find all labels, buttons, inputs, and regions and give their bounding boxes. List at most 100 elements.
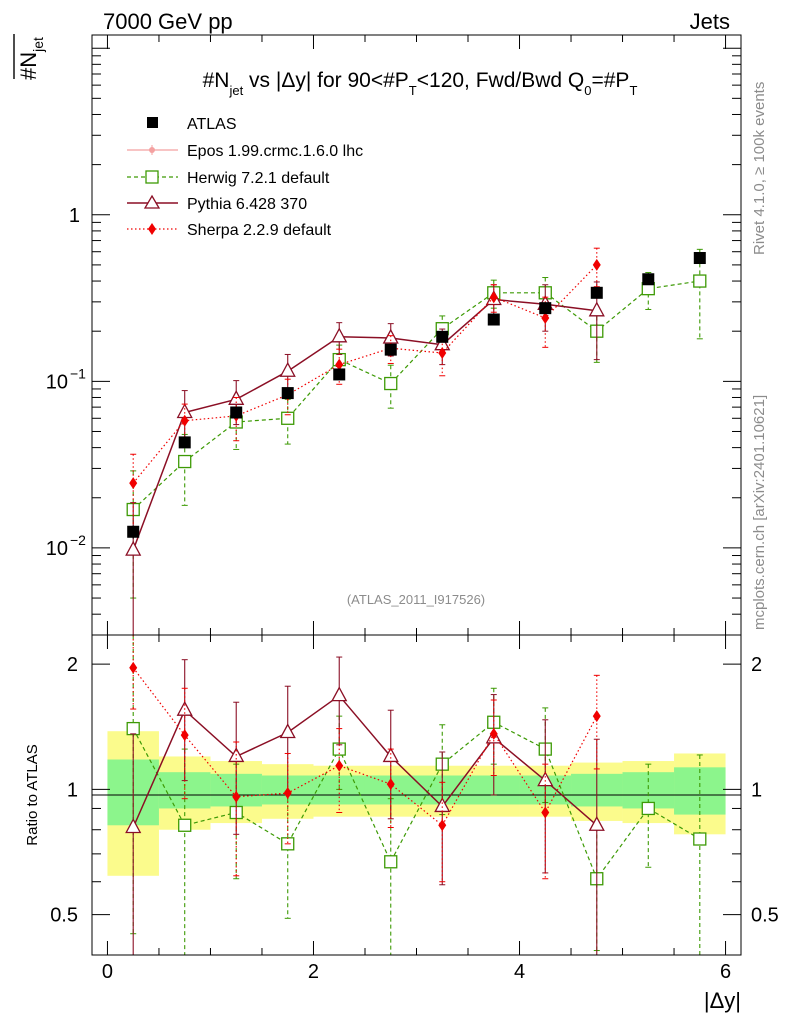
legend-marker-herwig	[145, 170, 159, 184]
point-sherpa	[541, 311, 550, 324]
point-atlas	[178, 436, 191, 449]
y-axis-title-sub: jet	[30, 37, 46, 53]
point-atlas	[642, 273, 655, 286]
point-atlas	[487, 313, 500, 326]
svg-text:#Njet: #Njet	[16, 37, 46, 80]
legend: ATLAS Epos 1.99.crmc.1.6.0 lhc Herwig 7.…	[127, 116, 363, 239]
ratio-series-sherpa	[129, 634, 601, 883]
point-sherpa	[180, 414, 189, 427]
ratio-panel: 0.5 0.5 1 1 2 2 Ratio to ATLAS	[24, 634, 779, 956]
ratio-y-tick-label-right: 1	[751, 779, 762, 801]
x-tick-label: 2	[308, 961, 319, 983]
main-y-tick-labels: 10 −210 −11	[46, 205, 86, 560]
header-left: 7000 GeV pp	[103, 9, 233, 34]
mcplots-text: mcplots.cern.ch [arXiv:2401.10621]	[751, 395, 768, 630]
point-atlas	[281, 387, 294, 400]
legend-marker-atlas	[147, 117, 158, 128]
main-data-layer	[127, 252, 706, 539]
main-panel: 10 −210 −11 #Njet vs |Δy| for 90<#PT<120, …	[46, 34, 742, 636]
ratio-line-pythia	[132, 694, 598, 828]
point-herwig	[281, 411, 295, 425]
ratio-point-sherpa	[489, 727, 498, 740]
point-atlas	[333, 368, 346, 381]
point-sherpa	[592, 258, 601, 271]
point-sherpa	[489, 291, 498, 304]
legend-label-sherpa: Sherpa 2.2.9 default	[187, 222, 332, 239]
ratio-point-herwig	[126, 721, 140, 736]
x-tick-label: 6	[720, 961, 731, 983]
ratio-point-herwig	[641, 801, 655, 816]
ratio-point-pythia	[125, 818, 142, 834]
y-axis-title: #Njet	[13, 34, 46, 80]
point-pythia	[279, 361, 296, 377]
analysis-watermark: (ATLAS_2011_I917526)	[347, 592, 485, 607]
series-herwig	[126, 248, 707, 599]
legend-marker-epos	[149, 147, 155, 153]
ratio-point-sherpa	[438, 819, 447, 832]
x-axis-title: |Δy|	[704, 988, 741, 1013]
series-line-sherpa	[132, 264, 598, 484]
rivet-version-text: Rivet 4.1.0, ≥ 100k events	[751, 82, 768, 255]
title-group: #Njet vs |Δy| for 90<#PT<120, Fwd/Bwd Q0…	[203, 69, 638, 98]
legend-label-pythia: Pythia 6.428 370	[187, 196, 307, 213]
point-herwig	[693, 274, 707, 288]
legend-marker-sherpa	[148, 223, 156, 235]
point-atlas	[230, 406, 243, 419]
y-axis-title-main: #N	[16, 52, 41, 80]
ratio-point-sherpa	[180, 729, 189, 742]
point-pythia	[331, 327, 348, 343]
ratio-point-herwig	[384, 855, 398, 869]
ratio-line-sherpa	[132, 667, 598, 827]
ratio-line-herwig	[132, 721, 701, 880]
ratio-y-axis-title: Ratio to ATLAS	[24, 744, 41, 845]
main-series-layer	[125, 247, 707, 636]
ratio-point-sherpa	[386, 778, 395, 791]
ratio-ticks	[92, 635, 741, 956]
ratio-point-herwig	[178, 818, 192, 832]
point-atlas	[693, 252, 706, 265]
y-tick-label: 1	[69, 205, 80, 227]
point-atlas	[590, 286, 603, 299]
point-pythia	[588, 301, 605, 317]
x-tick-labels: 0 2 4 6	[102, 961, 731, 983]
ratio-point-sherpa	[129, 661, 138, 674]
ratio-point-sherpa	[335, 759, 344, 772]
point-atlas	[127, 525, 140, 538]
point-herwig	[384, 376, 398, 391]
ratio-point-herwig	[693, 832, 707, 846]
point-sherpa	[335, 358, 344, 371]
y-tick-label-exponent: −2	[70, 532, 86, 548]
series-pythia	[125, 281, 605, 636]
point-sherpa	[129, 477, 138, 490]
ratio-point-sherpa	[232, 790, 241, 803]
legend-label-epos: Epos 1.99.crmc.1.6.0 lhc	[187, 143, 363, 160]
y-tick-label-exponent: −1	[70, 365, 86, 381]
plot-title: #Njet vs |Δy| for 90<#PT<120, Fwd/Bwd Q0…	[203, 69, 638, 98]
point-atlas	[539, 302, 552, 315]
point-herwig	[178, 454, 192, 469]
y-tick-label: 10	[46, 538, 68, 560]
ratio-y-tick-label-left: 0.5	[50, 905, 78, 927]
point-pythia	[125, 540, 142, 556]
top-bar: 7000 GeV pp Jets	[103, 9, 730, 34]
point-atlas	[384, 343, 397, 356]
y-tick-label: 10	[46, 371, 68, 393]
x-tick-label: 0	[102, 961, 113, 983]
ratio-y-tick-label-left: 2	[67, 654, 78, 676]
header-right: Jets	[690, 9, 730, 34]
ratio-point-pythia	[279, 723, 296, 739]
ratio-y-tick-labels: 0.5 0.5 1 1 2 2	[50, 654, 779, 927]
ratio-series-layer	[125, 634, 707, 956]
legend-label-atlas: ATLAS	[187, 116, 237, 133]
series-sherpa	[129, 247, 601, 533]
x-tick-label: 4	[514, 961, 525, 983]
ratio-point-sherpa	[592, 710, 601, 723]
ratio-y-tick-label-left: 1	[67, 779, 78, 801]
ratio-y-tick-label-right: 2	[751, 654, 762, 676]
series-line-pythia	[132, 298, 597, 551]
ratio-point-pythia	[331, 686, 348, 702]
ratio-point-pythia	[588, 815, 605, 831]
point-atlas	[436, 330, 449, 343]
ratio-point-sherpa	[283, 787, 292, 800]
